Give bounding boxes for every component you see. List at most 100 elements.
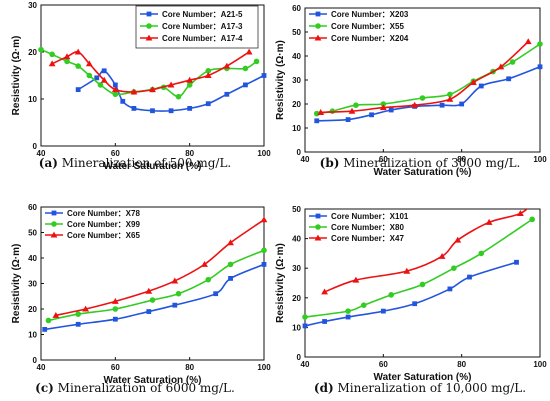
y-axis-label: Resistivity (Ω·m) bbox=[275, 40, 286, 120]
y-tick-label: 30 bbox=[28, 1, 37, 10]
data-point bbox=[205, 101, 211, 107]
data-point bbox=[186, 82, 193, 88]
legend-marker bbox=[50, 231, 58, 238]
legend-label: Core Number：A21-5 bbox=[162, 10, 243, 19]
data-point bbox=[186, 76, 194, 83]
data-point bbox=[205, 68, 212, 74]
legend-label: Core Number：A17-4 bbox=[162, 34, 243, 43]
data-point bbox=[38, 46, 44, 53]
x-tick-label: 40 bbox=[37, 363, 46, 372]
x-tick-label: 40 bbox=[301, 360, 310, 369]
legend-marker bbox=[314, 234, 322, 241]
legend-marker bbox=[51, 210, 57, 216]
series-blue bbox=[75, 68, 267, 114]
legend-label: Core Number：X204 bbox=[331, 34, 409, 43]
data-point bbox=[204, 72, 212, 79]
x-tick-label: 80 bbox=[457, 360, 466, 369]
data-point bbox=[201, 260, 208, 267]
data-point bbox=[345, 117, 351, 122]
data-point bbox=[227, 239, 234, 246]
chart-panel-a: 40 60 80 100 0 10 20 30 Water Saturation (%) Resi… bbox=[11, 1, 271, 172]
y-tick-label: 40 bbox=[292, 52, 301, 61]
series-red bbox=[321, 209, 529, 295]
series-blue bbox=[302, 259, 519, 329]
data-point bbox=[261, 73, 267, 78]
y-axis-label: Resistivity (Ω·m) bbox=[11, 244, 22, 324]
y-tick-label: 0 bbox=[297, 148, 302, 157]
data-point bbox=[45, 317, 52, 324]
series-line bbox=[51, 51, 250, 93]
legend-label: Core Number：X203 bbox=[331, 10, 409, 19]
data-point bbox=[380, 101, 387, 107]
data-point bbox=[112, 82, 118, 88]
x-tick-label: 80 bbox=[185, 363, 194, 372]
data-point bbox=[446, 95, 454, 102]
legend-label: Core Number：X99 bbox=[67, 220, 140, 229]
data-point bbox=[470, 79, 477, 85]
data-point bbox=[150, 108, 155, 114]
legend: Core Number：X101 Core Number：X80 Core Numb… bbox=[309, 212, 409, 243]
x-axis-label: Water Saturation (%) bbox=[374, 372, 472, 383]
panel-caption: (a) Mineralization of 500 mg/L. bbox=[39, 156, 231, 170]
data-point bbox=[101, 68, 107, 74]
data-point bbox=[100, 76, 108, 83]
data-point bbox=[412, 301, 418, 307]
data-point bbox=[48, 60, 56, 67]
legend: Core Number：X78 Core Number：X99 Core Numbe… bbox=[45, 209, 140, 240]
data-point bbox=[379, 104, 387, 111]
data-point bbox=[130, 88, 138, 95]
data-point bbox=[467, 274, 472, 280]
series-blue bbox=[42, 261, 267, 332]
y-tick-label: 10 bbox=[28, 95, 37, 104]
panel-caption: (d) Mineralization of 10,000 mg/L. bbox=[314, 381, 526, 395]
data-point bbox=[380, 308, 386, 314]
data-point bbox=[348, 107, 356, 114]
y-tick-label: 40 bbox=[292, 235, 301, 244]
y-tick-label: 0 bbox=[33, 356, 38, 365]
x-tick-label: 40 bbox=[37, 149, 46, 158]
series-line bbox=[320, 41, 529, 114]
data-point bbox=[345, 308, 351, 314]
series-line bbox=[316, 66, 540, 122]
data-point bbox=[224, 91, 230, 97]
legend-box bbox=[135, 5, 259, 49]
y-tick-label: 30 bbox=[28, 280, 37, 289]
data-point bbox=[112, 306, 119, 312]
data-point bbox=[459, 101, 465, 107]
data-point bbox=[322, 319, 327, 324]
y-tick-label: 60 bbox=[292, 4, 301, 13]
data-point bbox=[149, 86, 156, 93]
series-green bbox=[302, 216, 535, 320]
data-point bbox=[353, 102, 359, 108]
x-tick-label: 100 bbox=[257, 149, 271, 158]
plot-frame bbox=[304, 208, 541, 358]
legend-marker bbox=[314, 34, 322, 41]
y-tick-label: 30 bbox=[292, 76, 301, 85]
legend-marker bbox=[146, 11, 152, 17]
data-point bbox=[302, 314, 308, 320]
x-tick-label: 80 bbox=[185, 149, 194, 158]
caption-letter: (d) bbox=[314, 381, 334, 395]
data-point bbox=[260, 216, 268, 223]
legend-marker bbox=[315, 23, 321, 29]
data-point bbox=[439, 102, 445, 108]
x-tick-label: 40 bbox=[301, 155, 310, 164]
data-point bbox=[451, 265, 457, 272]
data-point bbox=[187, 106, 193, 111]
series-blue bbox=[314, 64, 543, 124]
data-point bbox=[49, 51, 55, 58]
series-red bbox=[317, 38, 532, 115]
data-point bbox=[75, 311, 81, 317]
data-point bbox=[149, 297, 156, 303]
data-point bbox=[167, 81, 175, 88]
y-axis-label: Resistivity (Ω·m) bbox=[11, 36, 22, 116]
data-point bbox=[261, 247, 267, 254]
y-tick-label: 10 bbox=[292, 124, 301, 133]
data-point bbox=[509, 59, 516, 65]
data-point bbox=[313, 110, 320, 117]
data-point bbox=[537, 64, 543, 70]
data-point bbox=[321, 288, 328, 295]
data-point bbox=[447, 91, 453, 98]
data-point bbox=[438, 252, 446, 259]
caption-text: Mineralization of 6000 mg/L. bbox=[54, 381, 235, 395]
